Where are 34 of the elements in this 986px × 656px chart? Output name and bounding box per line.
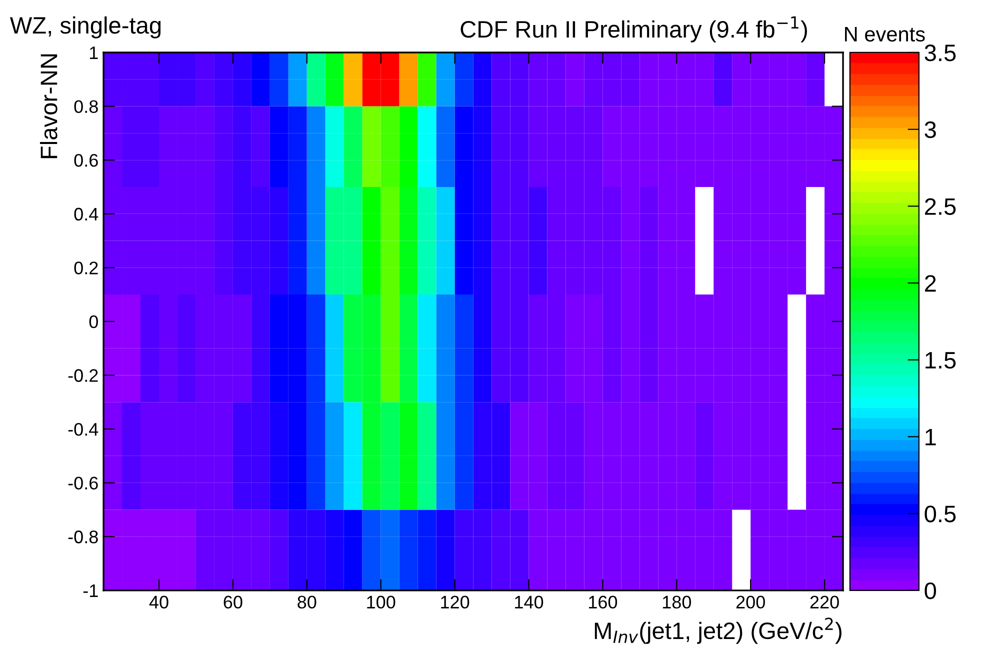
- y-tick-label: -0.6: [68, 476, 98, 490]
- y-tick-label: 0.8: [74, 100, 98, 113]
- color-bar-label: 0.5: [924, 506, 956, 522]
- x-tick-label: 40: [149, 596, 168, 609]
- x-tick-label: 180: [662, 596, 691, 609]
- y-tick-label: 0.4: [74, 208, 98, 221]
- color-bar-label: 0: [924, 582, 936, 600]
- y-tick-label: -0.8: [68, 530, 98, 544]
- color-bar-label: 3: [924, 121, 936, 138]
- y-tick-label: 0.6: [74, 154, 98, 167]
- x-tick-label: 160: [589, 596, 618, 609]
- color-bar-label: 1: [926, 429, 936, 446]
- y-tick-label: -0.2: [68, 369, 98, 382]
- y-tick-label: 0.2: [74, 262, 98, 274]
- x-tick-label: 220: [810, 596, 839, 609]
- y-axis-title: Flavor-NN: [40, 54, 58, 158]
- y-tick-label: 0: [89, 315, 98, 328]
- color-bar-label: 1.5: [926, 352, 956, 369]
- x-tick-label: 100: [367, 596, 396, 609]
- x-tick-label: 120: [441, 596, 470, 609]
- color-bar-label: 2.5: [925, 198, 956, 215]
- x-tick-label: 60: [224, 596, 242, 609]
- color-bar-label: 3.5: [924, 44, 956, 62]
- y-tick-label: -0.4: [68, 422, 98, 436]
- text: WZ, single-tag: [10, 16, 161, 38]
- color-bar-label: 2: [925, 275, 936, 292]
- x-tick-label: 200: [736, 596, 765, 609]
- x-tick-label: 80: [298, 596, 316, 609]
- x-tick-label: 140: [515, 596, 544, 609]
- y-tick-label: -1: [83, 584, 98, 597]
- y-tick-label: 1: [90, 46, 98, 60]
- chart-title: CDF Run II Preliminary (9.4 fb$^{−1}$): [460, 16, 807, 42]
- color-bar-title: N events: [845, 27, 925, 42]
- x-axis-title: M$_{Inv}$(jet1, jet2) (GeV/c$^{2}$): [594, 618, 842, 644]
